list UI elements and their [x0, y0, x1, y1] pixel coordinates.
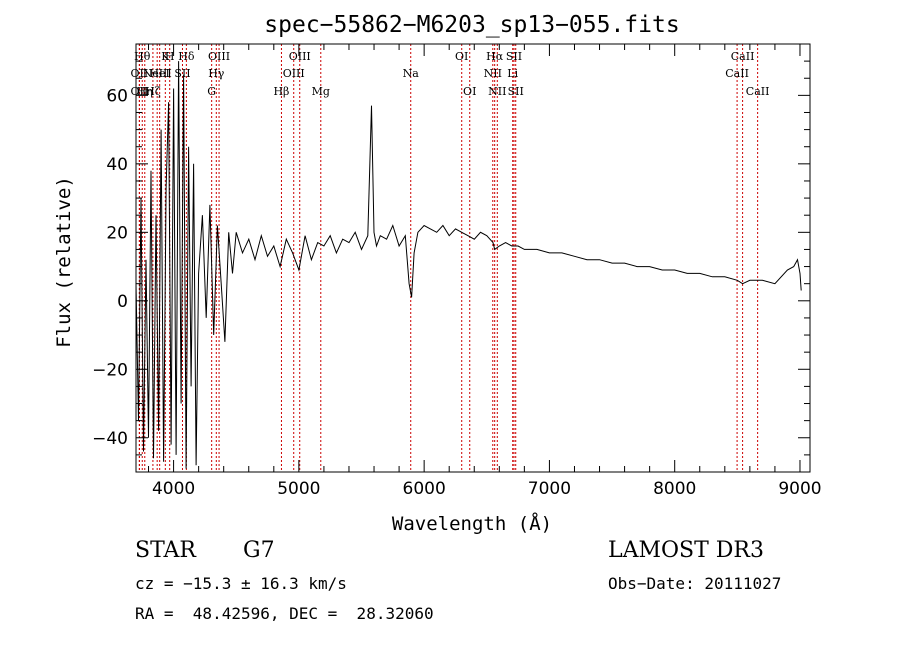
line-marker-label: OIII — [283, 67, 305, 80]
x-tick-label: 4000 — [152, 479, 195, 499]
y-tick-label: −40 — [92, 429, 128, 449]
y-axis-label: Flux (relative) — [53, 176, 75, 348]
x-tick-label: 6000 — [403, 479, 446, 499]
line-marker-label: Hγ — [208, 67, 225, 80]
x-tick-label: 8000 — [653, 479, 696, 499]
line-marker-label: Mg — [312, 85, 330, 98]
x-axis-ticks: 4000 5000 6000 7000 8000 9000 — [148, 44, 822, 499]
line-marker-label: OI — [463, 85, 476, 98]
y-axis-ticks: −40 −20 0 20 40 60 — [92, 43, 810, 473]
plot-frame — [135, 43, 811, 473]
line-marker-label: NeIII — [143, 67, 172, 80]
coordinates-readout: RA = 48.42596, DEC = 28.32060 — [135, 604, 434, 623]
line-marker-label: Li — [507, 67, 518, 80]
line-marker-label: HeI — [149, 67, 169, 80]
line-marker-label: CaII — [725, 67, 749, 80]
line-marker-label: SII — [174, 67, 190, 80]
line-marker-label: SII — [506, 50, 522, 63]
line-marker-label: Hβ — [273, 85, 289, 98]
y-tick-label: 60 — [106, 86, 128, 106]
survey-name: LAMOST DR3 — [608, 538, 764, 563]
line-marker-label: OII — [131, 67, 149, 80]
line-marker-label: NII — [484, 67, 502, 80]
x-tick-label: 9000 — [778, 479, 821, 499]
line-marker-label: OI — [455, 50, 468, 63]
line-marker-label: Hδ — [178, 50, 195, 63]
y-tick-label: 40 — [106, 155, 128, 175]
line-marker-label: OII — [131, 85, 149, 98]
spectral-line-markers — [138, 44, 759, 472]
line-marker-label: CaII — [731, 50, 755, 63]
line-marker-label: OIII — [289, 50, 311, 63]
y-tick-label: −20 — [92, 360, 128, 380]
x-axis-label: Wavelength (Å) — [392, 512, 552, 535]
object-subclass: G7 — [243, 538, 275, 563]
line-marker-label: SII — [508, 85, 524, 98]
y-tick-label: 20 — [106, 223, 128, 243]
spectral-line-labels: HθOIIOIIHηHζNeIIIHeIKHSIIHδGHγOIIIHβOIII… — [131, 50, 770, 98]
line-marker-label: G — [207, 85, 216, 98]
line-marker-label: CaII — [746, 85, 770, 98]
flux-series-line — [135, 61, 802, 469]
line-marker-label: H — [165, 50, 175, 63]
line-marker-label: OIII — [208, 50, 230, 63]
obs-date-readout: Obs−Date: 20111027 — [608, 574, 782, 593]
redshift-readout: cz = −15.3 ± 16.3 km/s — [135, 574, 347, 593]
y-tick-label: 0 — [117, 292, 128, 312]
x-tick-label: 7000 — [528, 479, 571, 499]
line-marker-label: K — [161, 50, 170, 63]
line-marker-label: Hθ — [134, 50, 151, 63]
line-marker-label: Na — [403, 67, 420, 80]
line-marker-label: Hα — [486, 50, 504, 63]
object-class: STAR — [135, 538, 196, 563]
x-tick-label: 5000 — [277, 479, 320, 499]
line-marker-label: Hη — [137, 85, 153, 98]
line-marker-label: Hζ — [145, 85, 161, 98]
chart-title: spec−55862−M6203_sp13−055.fits — [264, 12, 679, 38]
line-marker-label: NII — [488, 85, 506, 98]
